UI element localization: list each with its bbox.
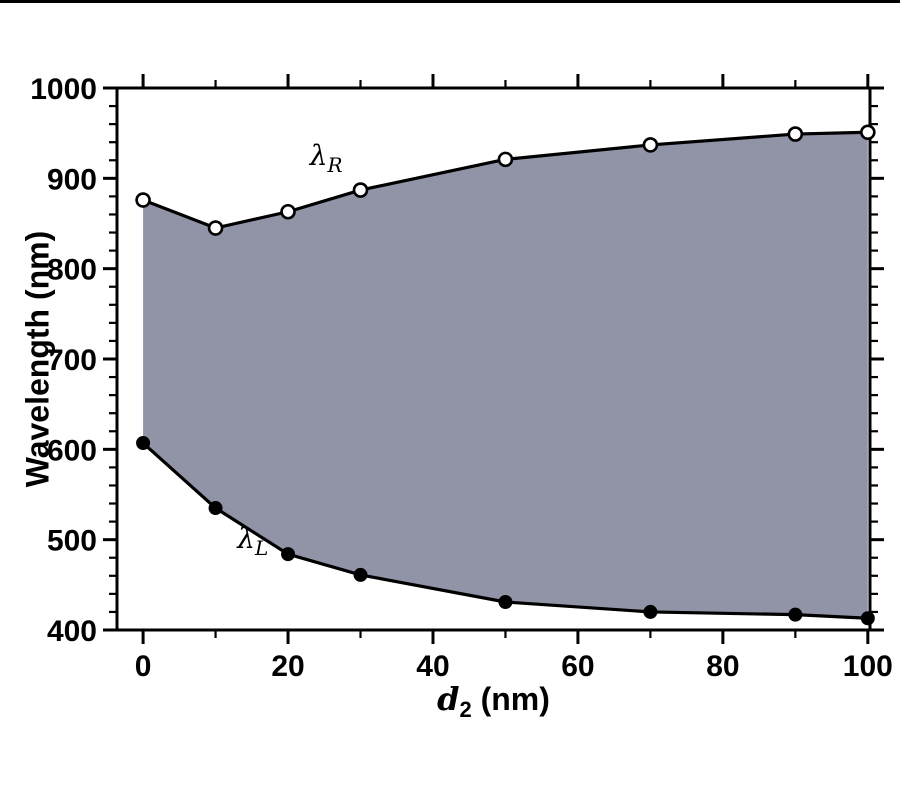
lambda-R-line (142, 130, 868, 230)
lambda-L-marker (208, 501, 223, 516)
lambda-L-marker (498, 594, 513, 609)
lambda-R-marker (352, 182, 369, 198)
x-tick-label: 100 (843, 650, 893, 683)
lambda-L-marker (860, 611, 875, 626)
x-tick-label: 20 (271, 650, 304, 683)
series-label-L: λL (236, 522, 268, 560)
x-tick-label: 60 (561, 650, 594, 683)
y-axis-title: Wavelength (nm) (19, 230, 56, 488)
x-axis-title: d2 (nm) (117, 680, 870, 723)
y-tick-label: 700 (47, 344, 97, 377)
x-axis-units: (nm) (471, 681, 550, 717)
axis-ticks (103, 74, 884, 644)
lambda-R-marker (135, 192, 151, 208)
x-tick-label: 0 (135, 650, 152, 683)
x-tick-label: 80 (706, 650, 739, 683)
lambda-L-marker (788, 607, 803, 622)
lambda-R-marker (642, 137, 659, 153)
lambda-R-marker (497, 151, 514, 168)
x-axis-symbol: d (437, 680, 460, 718)
y-tick-label: 900 (47, 163, 97, 196)
lambda-R-marker (207, 220, 224, 236)
lambda-L-marker (281, 547, 296, 562)
lambda-R-marker (280, 203, 296, 220)
y-tick-label: 800 (47, 254, 97, 287)
lambda-L-marker (353, 567, 368, 582)
x-tick-label: 40 (416, 650, 449, 683)
lambda-L-marker (136, 436, 151, 451)
y-tick-label: 600 (47, 434, 97, 467)
y-tick-label: 500 (47, 525, 97, 558)
lambda-L-line (142, 441, 868, 620)
top-border-line (0, 0, 900, 3)
lambda-R-marker (787, 126, 804, 142)
y-tick-label: 1000 (30, 73, 97, 106)
y-tick-label: 400 (47, 615, 97, 648)
plot-frame (115, 86, 872, 632)
series-label-R: λR (309, 139, 343, 177)
lambda-R-marker (860, 124, 876, 141)
lambda-L-marker (643, 604, 658, 619)
band-fill (143, 132, 868, 619)
x-axis-subscript: 2 (459, 697, 472, 722)
